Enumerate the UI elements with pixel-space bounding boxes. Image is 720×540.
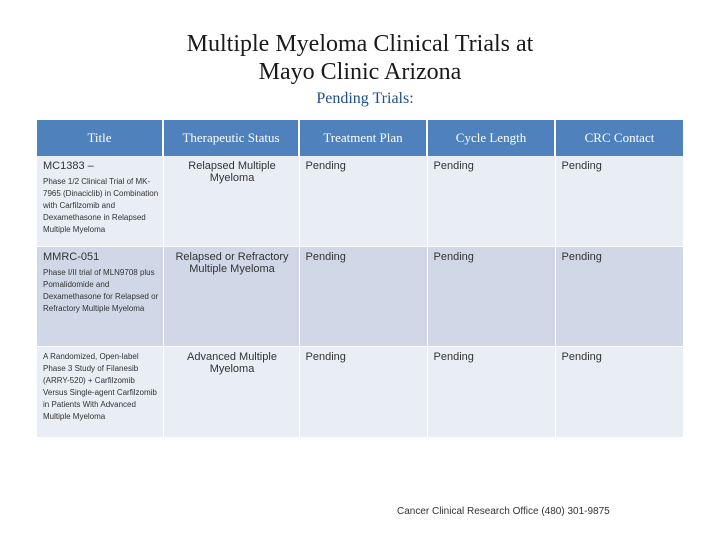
treatment-plan-cell: Pending <box>299 346 428 438</box>
page-subtitle: Pending Trials: <box>0 90 720 108</box>
table-header-row: Title Therapeutic Status Treatment Plan … <box>37 120 683 156</box>
trial-title-cell: A Randomized, Open-label Phase 3 Study o… <box>37 346 164 438</box>
crc-contact-cell: Pending <box>555 156 684 247</box>
table-row: A Randomized, Open-label Phase 3 Study o… <box>37 346 684 438</box>
column-header-therapeutic-status: Therapeutic Status <box>163 120 300 156</box>
cycle-length-cell: Pending <box>427 246 556 347</box>
page-title: Multiple Myeloma Clinical Trials at Mayo… <box>0 30 720 86</box>
column-header-treatment-plan: Treatment Plan <box>299 120 428 156</box>
trial-code: MMRC-051 <box>43 251 100 263</box>
crc-contact-cell: Pending <box>555 246 684 347</box>
trial-description: Phase 1/2 Clinical Trial of MK-7965 (Din… <box>43 177 159 234</box>
column-header-title: Title <box>37 120 164 156</box>
trial-description: Phase I/II trial of MLN9708 plus Pomalid… <box>43 268 159 313</box>
table-row: MMRC-051 Phase I/II trial of MLN9708 plu… <box>37 246 684 347</box>
therapeutic-status-cell: Relapsed Multiple Myeloma <box>163 156 300 247</box>
trial-title-cell: MMRC-051 Phase I/II trial of MLN9708 plu… <box>37 246 164 347</box>
table-row: MC1383 – Phase 1/2 Clinical Trial of MK-… <box>37 156 684 247</box>
treatment-plan-cell: Pending <box>299 156 428 247</box>
title-line-1: Multiple Myeloma Clinical Trials at <box>186 31 534 57</box>
trial-title-cell: MC1383 – Phase 1/2 Clinical Trial of MK-… <box>37 156 164 247</box>
trials-table: Title Therapeutic Status Treatment Plan … <box>37 120 684 438</box>
column-header-cycle-length: Cycle Length <box>427 120 556 156</box>
title-line-2: Mayo Clinic Arizona <box>258 59 462 85</box>
treatment-plan-cell: Pending <box>299 246 428 347</box>
trial-code: MC1383 – <box>43 160 94 172</box>
therapeutic-status-cell: Advanced Multiple Myeloma <box>163 346 300 438</box>
footer-contact: Cancer Clinical Research Office (480) 30… <box>397 506 610 517</box>
cycle-length-cell: Pending <box>427 346 556 438</box>
crc-contact-cell: Pending <box>555 346 684 438</box>
trial-description: A Randomized, Open-label Phase 3 Study o… <box>43 352 157 421</box>
subtitle-text: Pending Trials: <box>316 90 414 107</box>
cycle-length-cell: Pending <box>427 156 556 247</box>
therapeutic-status-cell: Relapsed or Refractory Multiple Myeloma <box>163 246 300 347</box>
column-header-crc-contact: CRC Contact <box>555 120 683 156</box>
